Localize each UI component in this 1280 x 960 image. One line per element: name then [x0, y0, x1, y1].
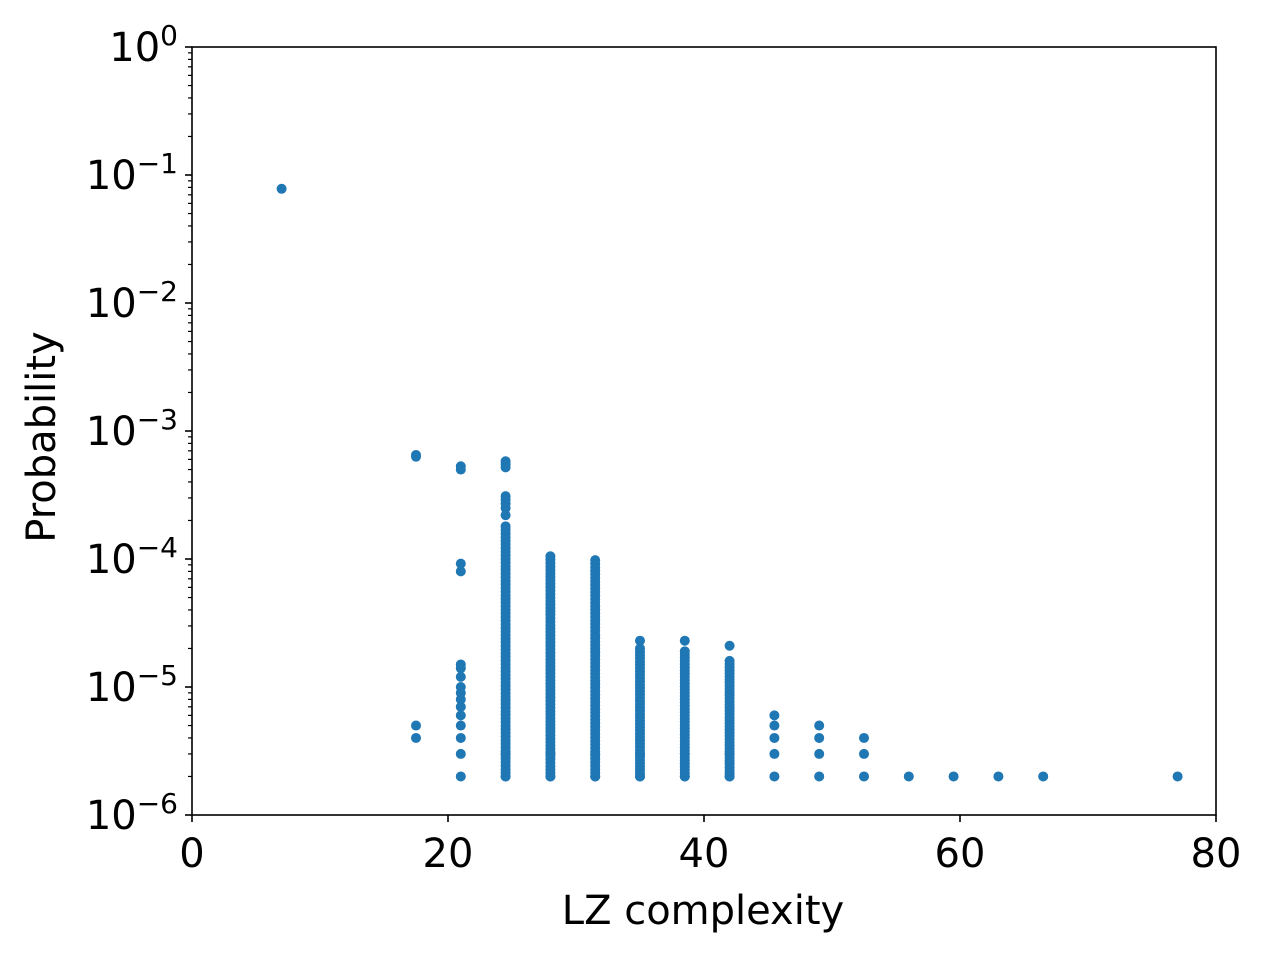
data-point: [411, 720, 421, 731]
x-tick-label: 0: [179, 831, 204, 877]
data-point: [769, 710, 780, 721]
y-axis-ticks: 10−6 10−5 10−4 10−3 10−2 10−1 100: [86, 19, 192, 839]
x-tick-label: 20: [423, 831, 474, 877]
data-point: [724, 640, 735, 651]
y-tick-label: 10−5: [86, 659, 178, 711]
data-point: [635, 643, 645, 654]
data-point: [769, 732, 780, 743]
data-point: [769, 748, 780, 759]
data-point: [455, 748, 466, 759]
data-point: [276, 183, 287, 194]
y-tick-label: 10−2: [86, 275, 178, 327]
x-tick-label: 80: [1191, 831, 1242, 877]
data-point: [635, 635, 645, 646]
data-point: [903, 771, 914, 782]
data-point: [455, 566, 466, 577]
data-point: [679, 635, 690, 646]
x-tick-label: 60: [935, 831, 986, 877]
y-axis-label: Probability: [19, 331, 65, 542]
data-point: [769, 720, 780, 731]
data-point: [1172, 771, 1183, 782]
y-tick-label: 100: [109, 19, 178, 71]
data-point: [455, 663, 466, 674]
x-tick-label: 40: [679, 831, 730, 877]
y-tick-label: 10−6: [86, 787, 178, 839]
data-point: [500, 503, 511, 514]
y-tick-label: 10−3: [86, 403, 178, 455]
data-point: [814, 720, 825, 731]
data-point: [814, 771, 825, 782]
data-point: [455, 558, 466, 569]
data-point: [455, 732, 466, 743]
data-point: [859, 732, 869, 743]
data-point: [545, 551, 556, 562]
data-point: [1038, 771, 1049, 782]
data-point: [948, 771, 959, 782]
x-axis-ticks: 0 20 40 60 80: [179, 815, 1241, 877]
y-tick-label: 10−1: [86, 147, 178, 199]
plot-frame: [191, 46, 1217, 816]
data-points: [276, 183, 1183, 782]
data-point: [724, 655, 735, 666]
data-point: [814, 732, 825, 743]
data-point: [455, 461, 466, 472]
data-point: [411, 732, 421, 743]
data-point: [769, 771, 780, 782]
data-point: [455, 710, 466, 721]
data-point: [500, 510, 511, 521]
data-point: [993, 771, 1004, 782]
data-point: [500, 462, 511, 473]
data-point: [455, 701, 466, 712]
data-point: [859, 748, 869, 759]
data-point: [455, 771, 466, 782]
data-point: [590, 555, 601, 566]
data-point: [679, 646, 690, 657]
data-point: [455, 671, 466, 682]
data-point: [411, 449, 421, 460]
x-axis-label: LZ complexity: [562, 888, 844, 934]
data-point: [500, 521, 511, 532]
data-point: [859, 771, 869, 782]
data-point: [455, 720, 466, 731]
data-point: [814, 748, 825, 759]
data-point: [455, 694, 466, 705]
y-tick-label: 10−4: [86, 531, 178, 583]
